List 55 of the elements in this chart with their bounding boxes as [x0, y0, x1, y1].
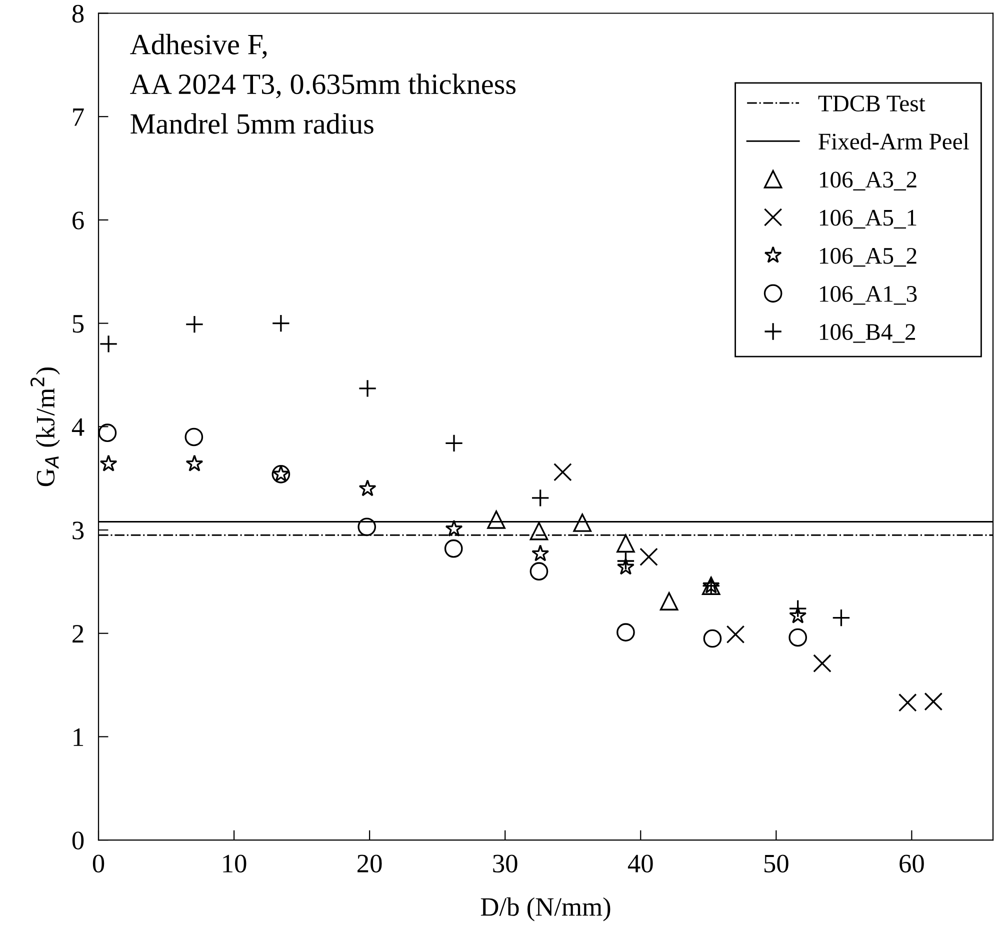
point: [98, 424, 117, 442]
point: [554, 462, 572, 482]
legend-label: 106_A3_2: [820, 172, 916, 190]
legend-label: 106_A5_2: [820, 248, 916, 267]
y-tick-label: 4: [72, 418, 84, 436]
point: [616, 534, 635, 553]
point: [924, 692, 943, 711]
point: [530, 562, 548, 581]
point: [789, 606, 807, 624]
point: [703, 629, 722, 648]
point: [640, 548, 658, 566]
y-tick-label: 5: [72, 315, 84, 333]
x-tick-label: 20: [358, 854, 382, 873]
y-axis-title: G$_{A}$ (kJ/m$^{2}$): [30, 367, 60, 486]
point: [898, 693, 917, 712]
point: [813, 654, 832, 672]
point: [100, 454, 118, 472]
point: [530, 522, 548, 540]
point: [444, 539, 463, 558]
legend-label: 106_A5_1: [820, 210, 916, 229]
y-tick-label: 3: [72, 522, 84, 540]
x-tick-label: 10: [223, 854, 246, 873]
x-tick-label: 60: [900, 854, 924, 873]
point: [832, 608, 850, 628]
point: [726, 625, 745, 644]
point: [532, 544, 550, 562]
legend-label: 106_A1_3: [820, 286, 917, 305]
legend-label: Fixed-Arm Peel: [818, 132, 969, 150]
y-tick-label: 6: [72, 212, 84, 230]
point: [445, 520, 463, 537]
x-tick-label: 50: [764, 854, 788, 873]
x-tick-label: 40: [628, 854, 653, 873]
point: [358, 479, 376, 496]
annotation: Adhesive F,: [130, 34, 267, 59]
x-tick-label: 0: [92, 854, 104, 873]
annotation: Mandrel 5mm radius: [130, 113, 374, 134]
point: [487, 510, 506, 529]
x-tick-label: 30: [493, 854, 518, 873]
point: [616, 623, 635, 642]
legend-label: TDCB Test: [818, 96, 926, 112]
point: [788, 628, 808, 647]
point: [184, 428, 204, 446]
point: [660, 592, 678, 610]
point: [616, 558, 634, 575]
point: [358, 518, 376, 536]
y-tick-label: 1: [74, 728, 84, 746]
y-tick-label: 0: [72, 832, 84, 850]
legend-label: 106_B4_2: [820, 324, 916, 343]
x-axis-title: D/b (N/mm): [480, 897, 610, 922]
point: [573, 514, 592, 532]
y-tick-label: 7: [73, 108, 84, 126]
point: [186, 454, 204, 472]
y-tick-label: 8: [72, 4, 84, 23]
annotation: AA 2024 T3, 0.635mm thickness: [130, 74, 516, 98]
y-tick-label: 2: [72, 625, 84, 643]
